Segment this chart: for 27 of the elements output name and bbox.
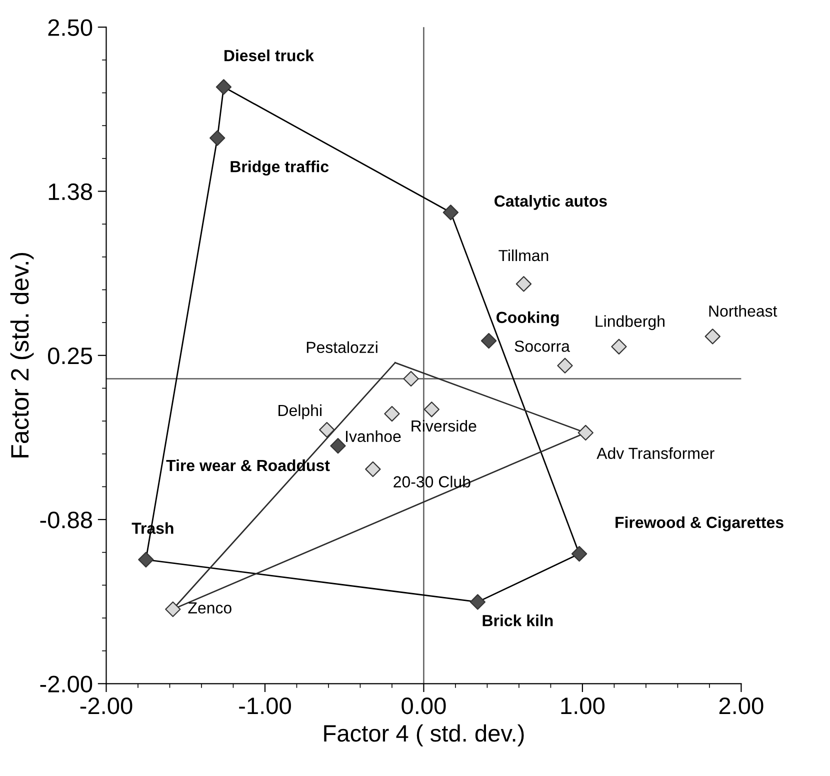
- annotation: Northeast: [709, 305, 778, 317]
- y-axis-title: Factor 2 (std. dev.): [10, 252, 34, 458]
- annotation: Bridge traffic: [230, 160, 329, 176]
- x-tick-label: 0.00: [402, 697, 446, 714]
- annotation: Catalytic autos: [494, 194, 607, 210]
- annotation: Brick kiln: [482, 614, 553, 626]
- annotation: Ivanhoe: [346, 430, 401, 442]
- y-tick-label: -2.00: [40, 676, 92, 692]
- annotation: Pestalozzi: [306, 341, 378, 354]
- x-tick-label: -2.00: [80, 697, 132, 714]
- annotation: Firewood & Cigarettes: [616, 516, 784, 532]
- y-tick-label: 0.25: [48, 347, 92, 364]
- annotation: Socorra: [514, 340, 570, 352]
- annotation: Tillman: [498, 249, 548, 262]
- x-tick-label: 1.00: [561, 697, 605, 714]
- annotation: Cooking: [496, 311, 559, 326]
- x-tick-label: 2.00: [719, 697, 764, 714]
- y-tick-label: 1.38: [48, 183, 92, 200]
- x-axis-title: Factor 4 ( std. dev.): [324, 724, 524, 746]
- annotation: Adv Transformer: [596, 447, 714, 460]
- annotation: Zenco: [188, 602, 232, 614]
- annotation: Diesel truck: [224, 50, 314, 62]
- y-tick-label: 2.50: [48, 19, 92, 36]
- x-tick-label: -1.00: [239, 697, 291, 714]
- annotation: Lindbergh: [596, 315, 664, 330]
- annotation: Delphi: [278, 404, 322, 420]
- y-tick-label: -0.88: [40, 512, 92, 528]
